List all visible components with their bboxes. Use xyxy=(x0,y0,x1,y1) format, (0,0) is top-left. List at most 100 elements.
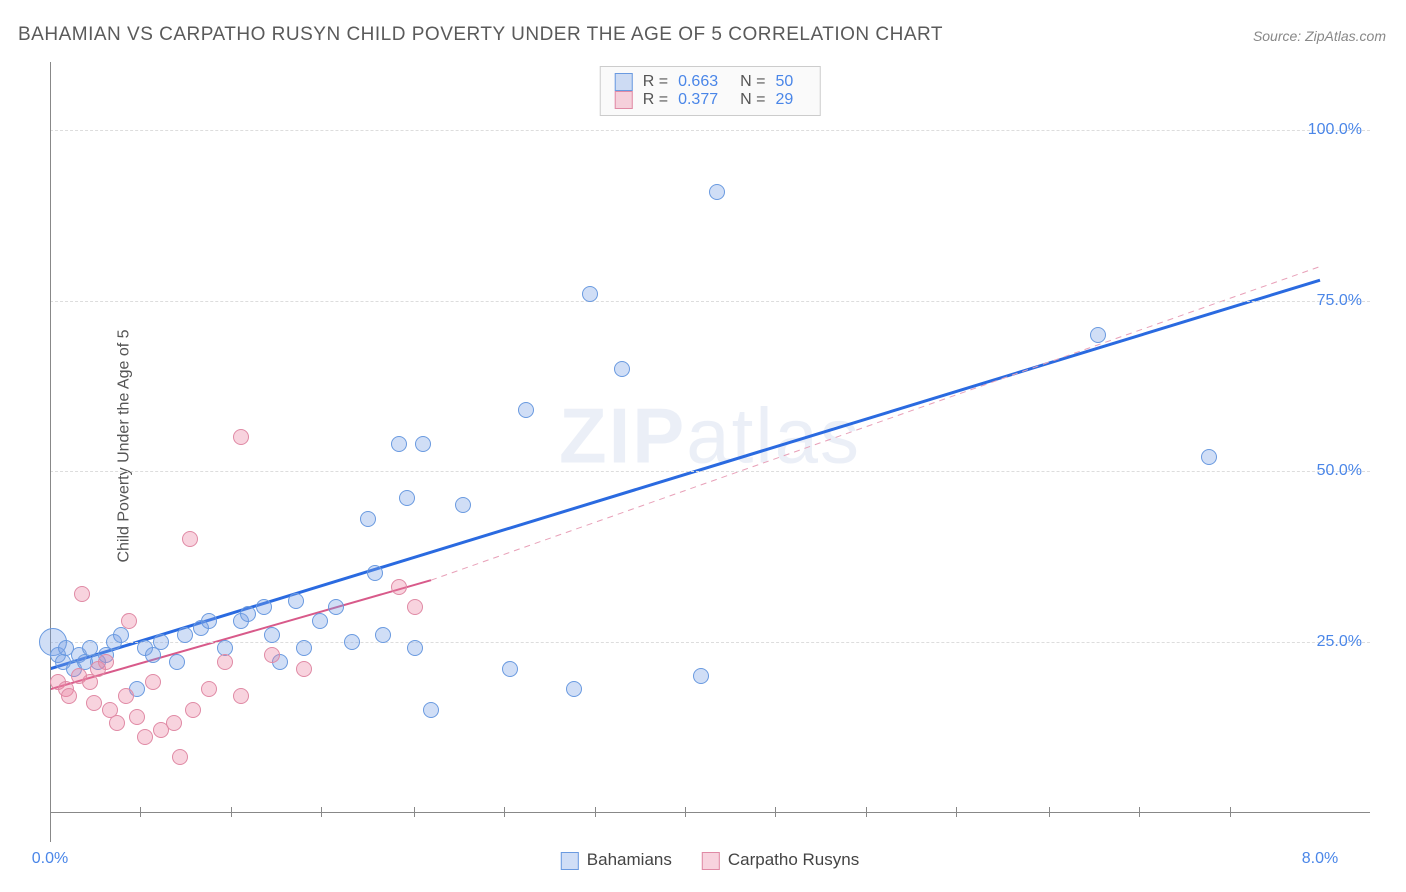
gridline-h xyxy=(50,471,1370,472)
n-value: 50 xyxy=(775,73,793,91)
x-tick xyxy=(504,807,505,817)
data-point xyxy=(182,531,198,547)
r-value: 0.377 xyxy=(678,91,718,109)
data-point xyxy=(1090,327,1106,343)
y-tick-label: 75.0% xyxy=(1317,292,1362,310)
source-link[interactable]: ZipAtlas.com xyxy=(1305,28,1386,44)
data-point xyxy=(166,715,182,731)
data-point xyxy=(201,613,217,629)
watermark: ZIPatlas xyxy=(559,391,861,482)
x-tick xyxy=(231,807,232,817)
data-point xyxy=(455,497,471,513)
y-tick-label: 100.0% xyxy=(1308,121,1362,139)
x-tick xyxy=(414,807,415,817)
data-point xyxy=(256,599,272,615)
legend-bottom: Bahamians Carpatho Rusyns xyxy=(561,850,859,870)
legend-swatch xyxy=(702,852,720,870)
data-point xyxy=(145,674,161,690)
watermark-bold: ZIP xyxy=(559,392,686,480)
data-point xyxy=(407,640,423,656)
gridline-h xyxy=(50,130,1370,131)
data-point xyxy=(98,654,114,670)
source-prefix: Source: xyxy=(1253,28,1305,44)
data-point xyxy=(185,702,201,718)
plot-area: ZIPatlas R =0.663N =50R =0.377N =29 Baha… xyxy=(50,62,1370,842)
x-tick xyxy=(775,807,776,817)
data-point xyxy=(391,436,407,452)
data-point xyxy=(296,661,312,677)
data-point xyxy=(217,654,233,670)
gridline-h xyxy=(50,301,1370,302)
y-axis xyxy=(50,62,51,842)
data-point xyxy=(113,627,129,643)
data-point xyxy=(86,695,102,711)
n-label: N = xyxy=(740,91,765,109)
data-point xyxy=(129,709,145,725)
x-tick xyxy=(956,807,957,817)
y-tick-label: 25.0% xyxy=(1317,633,1362,651)
data-point xyxy=(582,286,598,302)
data-point xyxy=(74,586,90,602)
x-tick-label: 8.0% xyxy=(1302,850,1338,868)
x-tick xyxy=(685,807,686,817)
data-point xyxy=(709,184,725,200)
x-axis xyxy=(50,812,1370,813)
data-point xyxy=(566,681,582,697)
n-value: 29 xyxy=(775,91,793,109)
data-point xyxy=(328,599,344,615)
data-point xyxy=(145,647,161,663)
legend-stats-row: R =0.663N =50 xyxy=(615,73,806,91)
chart-title: BAHAMIAN VS CARPATHO RUSYN CHILD POVERTY… xyxy=(18,24,943,46)
data-point xyxy=(137,729,153,745)
legend-swatch xyxy=(615,73,633,91)
y-tick-label: 50.0% xyxy=(1317,462,1362,480)
x-tick-label: 0.0% xyxy=(32,850,68,868)
data-point xyxy=(121,613,137,629)
data-point xyxy=(296,640,312,656)
data-point xyxy=(177,627,193,643)
legend-label: Bahamians xyxy=(587,850,672,869)
data-point xyxy=(264,647,280,663)
data-point xyxy=(264,627,280,643)
data-point xyxy=(172,749,188,765)
n-label: N = xyxy=(740,73,765,91)
x-tick xyxy=(1049,807,1050,817)
x-tick xyxy=(866,807,867,817)
data-point xyxy=(233,429,249,445)
r-label: R = xyxy=(643,73,668,91)
data-point xyxy=(375,627,391,643)
watermark-light: atlas xyxy=(686,392,861,480)
data-point xyxy=(518,402,534,418)
data-point xyxy=(391,579,407,595)
data-point xyxy=(423,702,439,718)
data-point xyxy=(118,688,134,704)
data-point xyxy=(233,688,249,704)
x-tick xyxy=(1139,807,1140,817)
legend-stats-row: R = 0.377 N = 29 xyxy=(615,91,806,109)
data-point xyxy=(201,681,217,697)
legend-item: Bahamians xyxy=(561,850,672,870)
x-tick xyxy=(140,807,141,817)
data-point xyxy=(82,674,98,690)
data-point xyxy=(693,668,709,684)
data-point xyxy=(399,490,415,506)
data-point xyxy=(169,654,185,670)
data-point xyxy=(502,661,518,677)
data-point xyxy=(109,715,125,731)
trend-lines-layer xyxy=(50,62,1370,842)
data-point xyxy=(312,613,328,629)
data-point xyxy=(614,361,630,377)
data-point xyxy=(415,436,431,452)
data-point xyxy=(360,511,376,527)
data-point xyxy=(240,606,256,622)
x-tick xyxy=(321,807,322,817)
data-point xyxy=(407,599,423,615)
data-point xyxy=(288,593,304,609)
legend-item: Carpatho Rusyns xyxy=(702,850,859,870)
gridline-h xyxy=(50,642,1370,643)
data-point xyxy=(153,634,169,650)
legend-swatch xyxy=(561,852,579,870)
trend-line xyxy=(431,267,1320,581)
r-label: R = xyxy=(643,91,668,109)
data-point xyxy=(61,688,77,704)
